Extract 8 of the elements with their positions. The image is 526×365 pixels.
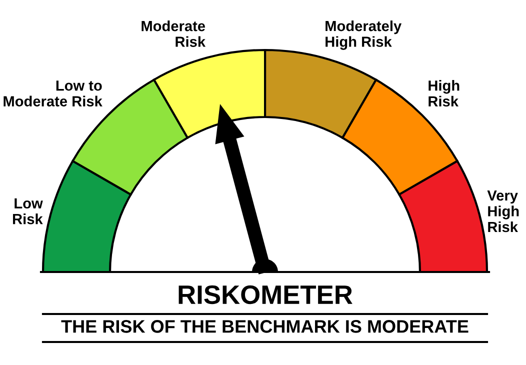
slice-label: High Risk: [428, 80, 460, 107]
slice-label: Moderate Risk: [142, 20, 206, 47]
text: RISKOMETER: [178, 285, 352, 304]
text: THE RISK OF THE BENCHMARK IS MODERATE: [61, 320, 468, 333]
slice-label: Very High Risk: [487, 190, 519, 232]
slice-label: Low to Moderate Risk: [4, 80, 102, 106]
slice-label: Moderately High Risk: [326, 20, 402, 50]
slice-label: Low Risk: [13, 198, 43, 224]
